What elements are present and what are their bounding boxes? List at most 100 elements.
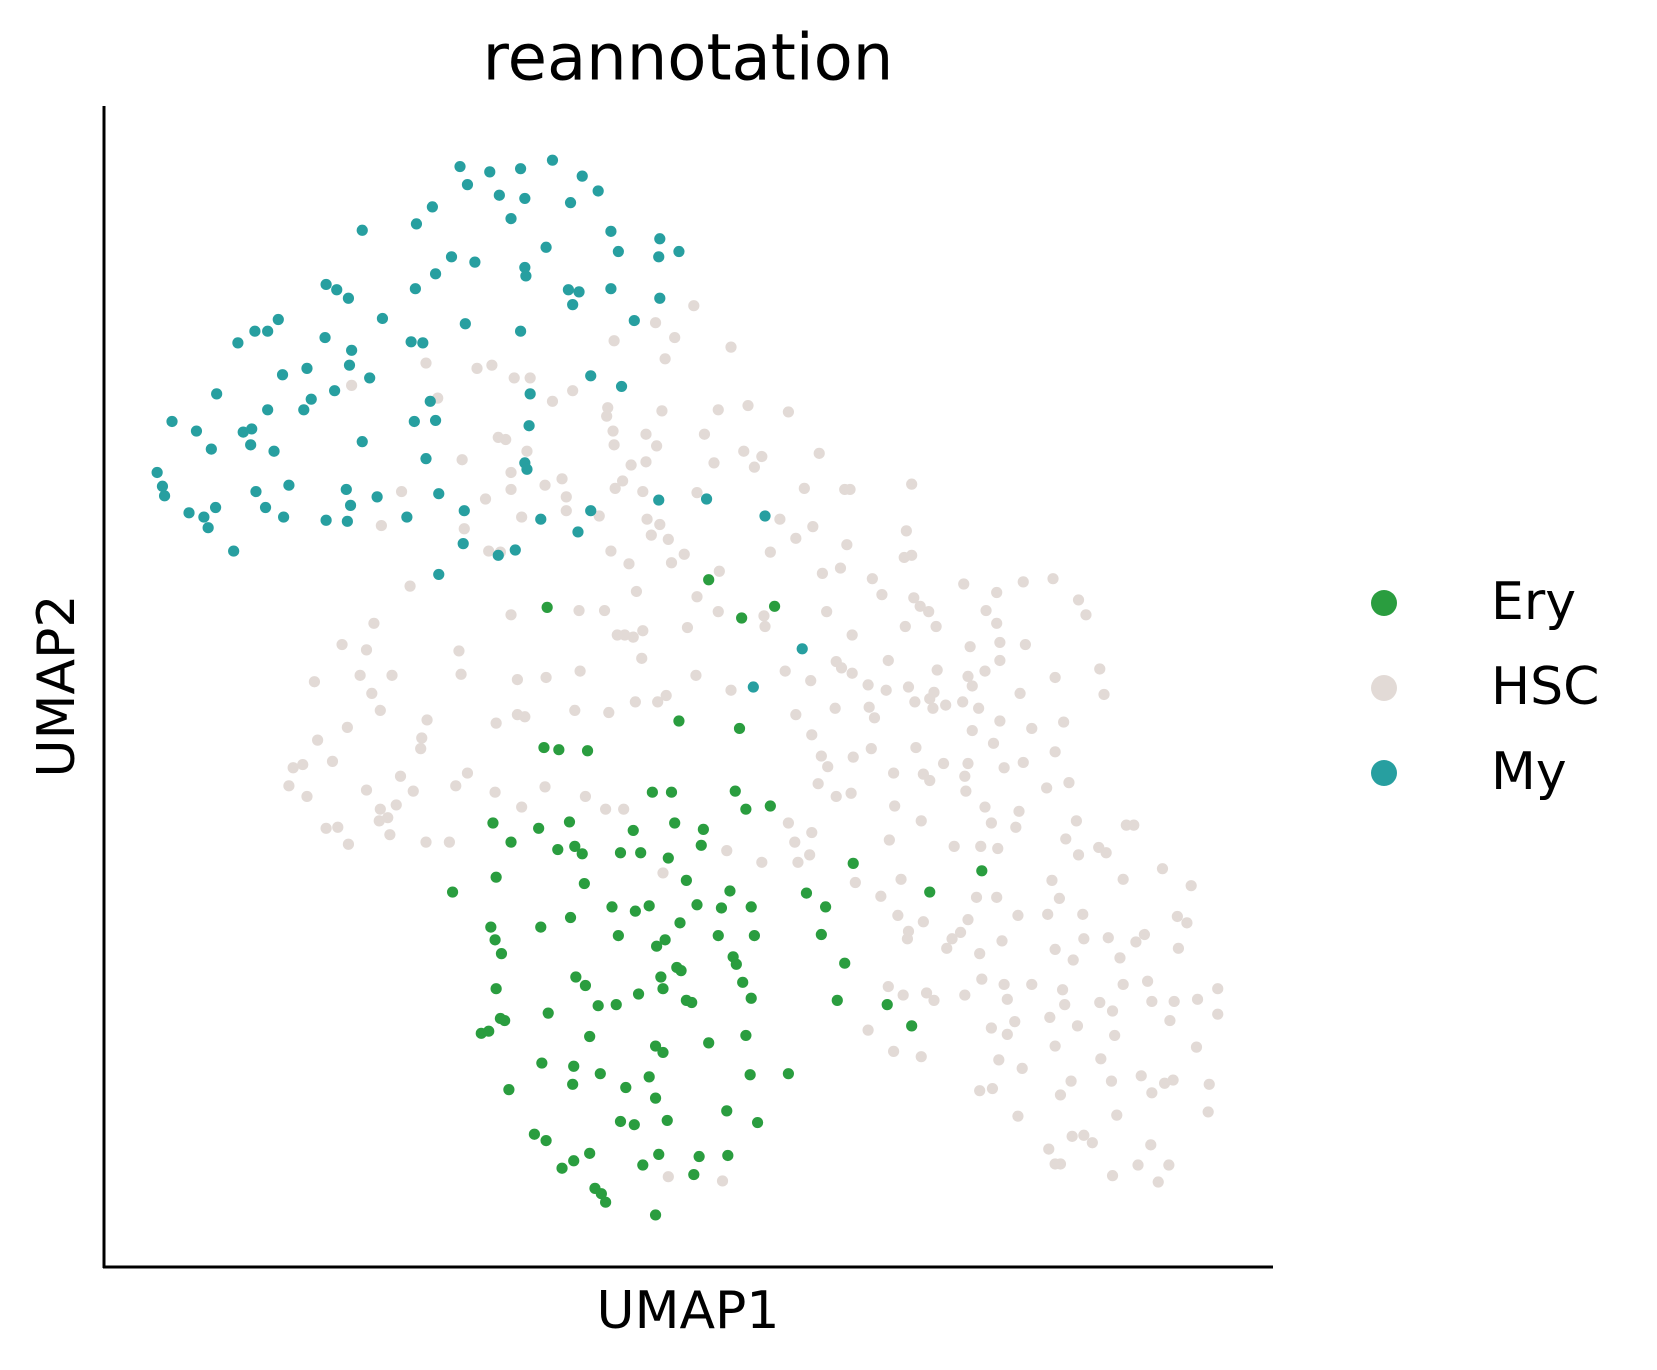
data-point	[637, 625, 649, 637]
data-point	[841, 539, 853, 551]
data-point	[228, 545, 240, 557]
data-point	[688, 300, 700, 312]
data-point	[960, 785, 972, 797]
data-point	[1138, 928, 1151, 941]
data-point	[343, 359, 356, 371]
data-point	[490, 717, 502, 729]
data-point	[930, 620, 942, 633]
data-point	[374, 704, 386, 716]
data-point	[416, 732, 428, 744]
data-point	[1077, 908, 1089, 920]
data-point	[875, 890, 887, 902]
data-point	[283, 479, 295, 491]
data-point	[592, 1000, 604, 1012]
data-point	[276, 369, 289, 381]
data-point	[830, 790, 842, 803]
data-point	[708, 457, 720, 469]
data-point	[991, 617, 1003, 629]
data-point	[536, 1057, 548, 1069]
data-point	[966, 680, 978, 692]
data-point	[326, 755, 339, 767]
data-point	[469, 256, 481, 268]
data-point	[1049, 943, 1061, 955]
data-point	[1212, 983, 1224, 995]
data-point	[994, 654, 1006, 667]
data-point	[424, 395, 436, 407]
data-point	[523, 420, 535, 432]
data-point	[375, 519, 387, 532]
data-point	[748, 461, 760, 473]
data-point	[342, 292, 355, 304]
data-point	[729, 785, 741, 797]
data-point	[792, 856, 804, 868]
data-point	[745, 901, 757, 913]
data-point	[250, 485, 262, 498]
data-point	[686, 996, 698, 1009]
data-point	[1106, 1170, 1119, 1182]
data-point	[585, 505, 597, 517]
data-point	[605, 225, 617, 237]
data-point	[581, 745, 594, 757]
data-point	[1016, 1062, 1028, 1074]
data-point	[1130, 936, 1142, 948]
data-point	[420, 357, 432, 369]
data-point	[1054, 1158, 1067, 1170]
data-point	[562, 284, 575, 296]
data-point	[898, 551, 910, 564]
data-point	[567, 385, 579, 397]
data-point	[779, 665, 791, 677]
data-point	[724, 885, 736, 897]
data-point	[390, 799, 402, 811]
data-point	[331, 284, 343, 296]
data-point	[733, 722, 746, 735]
data-point	[678, 548, 690, 560]
data-point	[721, 845, 733, 857]
data-point	[505, 836, 517, 848]
data-point	[342, 838, 355, 850]
data-point	[374, 803, 386, 815]
data-point	[336, 638, 348, 651]
data-point	[268, 445, 280, 457]
data-point	[698, 428, 711, 440]
data-point	[1058, 716, 1070, 728]
data-point	[1094, 996, 1106, 1009]
data-point	[675, 965, 687, 977]
data-point	[846, 629, 858, 641]
data-point	[538, 741, 550, 754]
data-point	[539, 781, 551, 793]
data-point	[991, 586, 1003, 599]
data-point	[237, 426, 249, 438]
data-point	[866, 573, 878, 585]
data-point	[985, 817, 997, 829]
data-point	[394, 770, 407, 782]
data-point	[653, 251, 665, 263]
data-point	[751, 1116, 764, 1129]
data-point	[899, 620, 911, 633]
data-point	[629, 905, 641, 917]
data-point	[486, 359, 498, 371]
data-point	[564, 911, 577, 924]
data-point	[927, 702, 939, 714]
data-point	[994, 636, 1006, 649]
data-point	[756, 856, 768, 868]
data-point	[508, 372, 520, 384]
data-point	[376, 312, 389, 325]
data-point	[805, 675, 817, 687]
data-point	[505, 483, 517, 496]
data-point	[695, 839, 707, 851]
data-point	[863, 701, 875, 713]
data-point	[528, 1128, 541, 1140]
data-point	[329, 385, 341, 397]
data-point	[156, 480, 169, 492]
data-point	[900, 525, 912, 537]
data-point	[883, 834, 895, 846]
data-point	[782, 817, 794, 829]
data-point	[445, 251, 458, 263]
data-point	[915, 815, 927, 827]
data-point	[1053, 892, 1065, 905]
data-point	[320, 278, 332, 291]
data-point	[975, 840, 987, 852]
data-point	[593, 510, 605, 522]
data-point	[297, 758, 309, 771]
data-point	[298, 404, 310, 416]
